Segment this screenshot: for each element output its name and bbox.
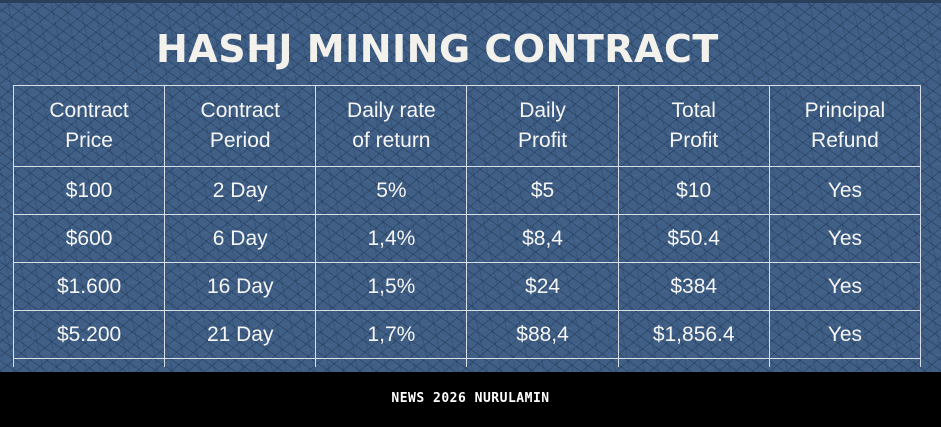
header-line: Daily bbox=[519, 99, 566, 122]
cell-total-profit: $1,856.4 bbox=[617, 310, 770, 359]
cell-contract-period: 16 Day bbox=[164, 262, 317, 311]
cell-contract-price: $100 bbox=[12, 166, 166, 215]
cell-daily-profit: $24 bbox=[466, 262, 619, 311]
cell-contract-period: 6 Day bbox=[164, 214, 317, 263]
cropped-cell bbox=[466, 358, 619, 367]
header-line: Daily rate bbox=[347, 99, 436, 122]
table-row: $5.200 21 Day 1,7% $88,4 $1,856.4 Yes bbox=[12, 310, 922, 359]
header-row: Contract Price Contract Period Daily rate o… bbox=[12, 85, 922, 167]
cropped-cell bbox=[315, 358, 468, 367]
cell-daily-rate: 1,5% bbox=[315, 262, 468, 311]
top-edge-strip bbox=[0, 0, 941, 3]
cell-principal-refund: Yes bbox=[768, 262, 922, 311]
cell-contract-period: 2 Day bbox=[164, 166, 317, 215]
cell-daily-rate: 1,4% bbox=[315, 214, 468, 263]
cell-contract-price: $1.600 bbox=[12, 262, 166, 311]
cell-principal-refund: Yes bbox=[768, 214, 922, 263]
header-line: Principal bbox=[804, 99, 886, 122]
cell-daily-profit: $8,4 bbox=[466, 214, 619, 263]
cell-principal-refund: Yes bbox=[768, 310, 922, 359]
header-line: Refund bbox=[811, 129, 879, 152]
contract-board: HASHJ MINING CONTRACT Contract Price Cont… bbox=[0, 0, 941, 372]
cell-total-profit: $384 bbox=[617, 262, 770, 311]
cell-contract-price: $600 bbox=[12, 214, 166, 263]
header-contract-period: Contract Period bbox=[164, 85, 317, 167]
cell-daily-rate: 5% bbox=[315, 166, 468, 215]
footer-caption: NEWS 2026 NURULAMIN bbox=[391, 391, 550, 406]
header-line: Period bbox=[209, 129, 271, 152]
cropped-cell bbox=[768, 358, 922, 367]
header-daily-rate: Daily rate of return bbox=[315, 85, 468, 167]
page-title: HASHJ MINING CONTRACT bbox=[156, 27, 719, 71]
cropped-cell bbox=[617, 358, 770, 367]
header-line: Price bbox=[65, 129, 113, 152]
cell-total-profit: $10 bbox=[617, 166, 770, 215]
cell-principal-refund: Yes bbox=[768, 166, 922, 215]
header-line: Total bbox=[671, 99, 716, 122]
contract-table: Contract Price Contract Period Daily rate o… bbox=[12, 85, 922, 367]
header-principal-refund: Principal Refund bbox=[768, 85, 922, 167]
header-total-profit: Total Profit bbox=[617, 85, 770, 167]
table-row: $600 6 Day 1,4% $8,4 $50.4 Yes bbox=[12, 214, 922, 263]
table-row-cropped bbox=[12, 358, 922, 367]
cropped-cell bbox=[164, 358, 317, 367]
footer-bar: NEWS 2026 NURULAMIN bbox=[0, 372, 941, 427]
table-row: $100 2 Day 5% $5 $10 Yes bbox=[12, 166, 922, 215]
cell-daily-rate: 1,7% bbox=[315, 310, 468, 359]
cell-daily-profit: $88,4 bbox=[466, 310, 619, 359]
cropped-cell bbox=[12, 358, 166, 367]
cell-total-profit: $50.4 bbox=[617, 214, 770, 263]
header-line: Profit bbox=[669, 129, 719, 152]
cell-contract-period: 21 Day bbox=[164, 310, 317, 359]
table-row: $1.600 16 Day 1,5% $24 $384 Yes bbox=[12, 262, 922, 311]
header-line: Profit bbox=[518, 129, 568, 152]
header-contract-price: Contract Price bbox=[12, 85, 166, 167]
header-line: of return bbox=[352, 129, 431, 152]
cell-daily-profit: $5 bbox=[466, 166, 619, 215]
header-line: Contract bbox=[200, 99, 280, 122]
header-daily-profit: Daily Profit bbox=[466, 85, 619, 167]
header-line: Contract bbox=[49, 99, 129, 122]
cell-contract-price: $5.200 bbox=[12, 310, 166, 359]
